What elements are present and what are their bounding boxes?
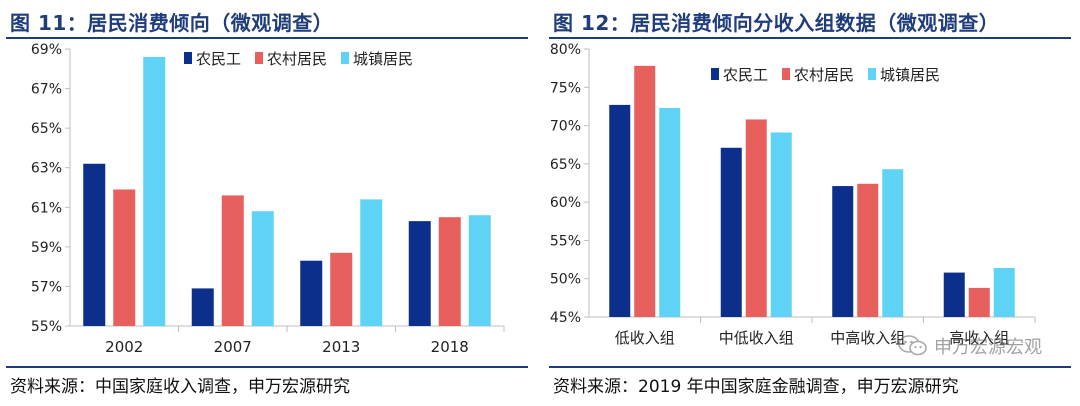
bar — [438, 217, 461, 326]
bar — [832, 186, 854, 317]
y-tick-label: 55% — [31, 319, 62, 335]
title-divider — [6, 37, 528, 39]
bar — [221, 195, 244, 326]
legend-label: 城镇居民 — [353, 50, 413, 68]
x-category-label: 2007 — [214, 338, 252, 356]
legend-label: 城镇居民 — [880, 66, 940, 84]
legend-swatch — [184, 52, 192, 64]
bar — [143, 56, 166, 327]
x-category-label: 高收入组 — [949, 329, 1009, 347]
y-tick-label: 57% — [31, 279, 62, 295]
bar-chart-consumption-by-year: 55% 57% 59% 61% 63% 65% 67% 69% 2002 2007 2013 2018… — [31, 42, 505, 356]
bar — [993, 267, 1015, 317]
source-note: 资料来源：中国家庭收入调查，申万宏源研究 — [10, 377, 350, 397]
y-tick-label: 59% — [31, 240, 62, 256]
chart-title: 图 11：居民消费倾向（微观调查） — [10, 11, 334, 35]
legend-swatch — [782, 68, 790, 80]
bar — [659, 107, 681, 318]
watermark: 申万宏源宏观 — [898, 334, 1042, 358]
bar — [360, 199, 383, 326]
y-tick-label: 63% — [31, 161, 62, 177]
y-tick-label: 70% — [550, 119, 581, 135]
legend-swatch — [711, 68, 719, 80]
x-category-label: 2018 — [431, 338, 469, 356]
footer-divider — [6, 366, 528, 368]
title-divider — [549, 37, 1071, 39]
chart-title: 图 12：居民消费倾向分收入组数据（微观调查） — [553, 11, 1000, 35]
legend-swatch — [255, 52, 263, 64]
y-tick-label: 65% — [31, 121, 62, 137]
left-chart-panel: 图 11：居民消费倾向（微观调查） 55% 57% 59% 61% 63% 65% 67% 6… — [0, 0, 530, 406]
wechat-icon — [898, 334, 928, 358]
bar — [191, 288, 214, 326]
footer-divider — [549, 366, 1071, 368]
legend-label: 农村居民 — [794, 66, 854, 84]
y-tick-label: 61% — [31, 200, 62, 216]
bar — [720, 147, 742, 317]
source-note: 资料来源：2019 年中国家庭金融调查，申万宏源研究 — [553, 377, 959, 397]
x-category-label: 中低收入组 — [719, 329, 794, 347]
bar — [408, 221, 431, 326]
y-tick-label: 45% — [550, 310, 581, 326]
x-category-label: 2002 — [105, 338, 143, 356]
bar — [770, 132, 792, 317]
bar — [745, 119, 767, 318]
right-chart-panel: 图 12：居民消费倾向分收入组数据（微观调查） 45% 50% 55% 60% 65% 7… — [543, 0, 1073, 406]
bar — [300, 260, 323, 326]
y-tick-label: 60% — [550, 195, 581, 211]
bar — [943, 272, 965, 317]
x-category-label: 低收入组 — [615, 329, 675, 347]
y-tick-label: 69% — [31, 42, 62, 58]
bar-chart-consumption-by-income-group: 45% 50% 55% 60% 65% 70% 75% 80% 低收入组 中低收入组 中高收入组 高收… — [550, 42, 1036, 347]
y-tick-label: 67% — [31, 82, 62, 98]
y-tick-label: 55% — [550, 233, 581, 249]
legend-swatch — [868, 68, 876, 80]
watermark-text: 申万宏源宏观 — [934, 337, 1042, 358]
bar — [330, 252, 353, 326]
bar — [882, 169, 904, 317]
y-tick-label: 65% — [550, 157, 581, 173]
legend-label: 农民工 — [196, 50, 241, 68]
bar — [857, 183, 879, 317]
bar — [113, 189, 136, 326]
legend-label: 农民工 — [723, 66, 768, 84]
y-tick-label: 80% — [550, 42, 581, 58]
bar — [609, 104, 631, 317]
bar — [83, 163, 106, 326]
y-tick-label: 75% — [550, 80, 581, 96]
y-tick-label: 50% — [550, 272, 581, 288]
x-category-label: 中高收入组 — [830, 329, 905, 347]
x-category-label: 2013 — [322, 338, 360, 356]
bar — [468, 215, 491, 326]
bar — [968, 287, 990, 317]
bar — [634, 65, 656, 317]
bar — [251, 211, 274, 326]
legend-swatch — [341, 52, 349, 64]
legend-label: 农村居民 — [267, 50, 327, 68]
